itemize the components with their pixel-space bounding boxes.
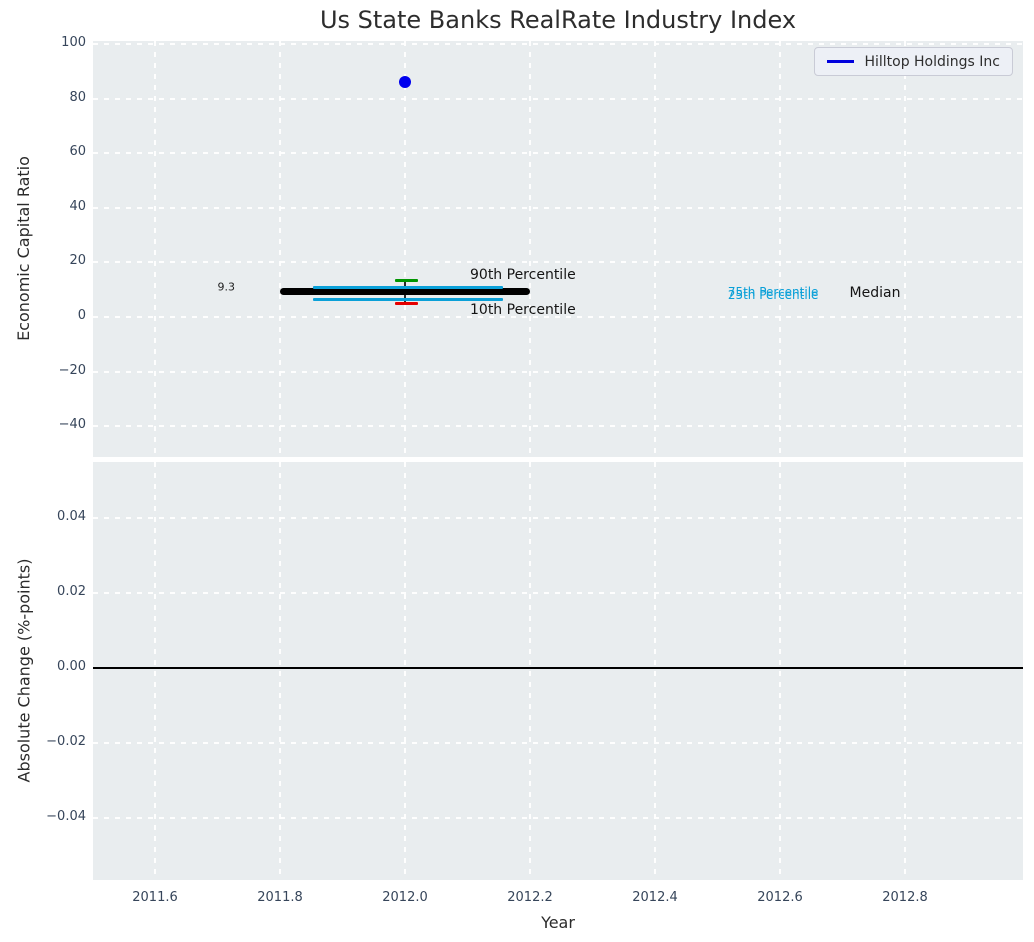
- y-tick-label: 60: [69, 144, 86, 159]
- annotation-p90-label: 90th Percentile: [470, 267, 576, 283]
- gridline-vertical: [904, 41, 906, 457]
- annotation-median-label: Median: [850, 285, 901, 301]
- y-axis-label-bottom: Absolute Change (%-points): [15, 496, 34, 846]
- y-tick-label: 0: [78, 308, 86, 323]
- percentile-line-25th-percentile: [313, 298, 503, 301]
- y-tick-label: 100: [61, 35, 86, 50]
- x-tick-label: 2012.4: [610, 890, 700, 905]
- gridline-horizontal: [93, 425, 1023, 427]
- x-tick-label: 2012.8: [860, 890, 950, 905]
- gridline-horizontal: [93, 371, 1023, 373]
- gridline-vertical: [529, 41, 531, 457]
- gridline-vertical: [779, 41, 781, 457]
- x-tick-label: 2011.8: [235, 890, 325, 905]
- y-tick-label: −0.04: [46, 809, 86, 824]
- y-tick-label: −20: [59, 363, 86, 378]
- annotation-p10-label: 10th Percentile: [470, 302, 576, 318]
- x-tick-label: 2012.2: [485, 890, 575, 905]
- bottom-axes: [93, 462, 1023, 880]
- gridline-vertical: [154, 41, 156, 457]
- percentile-line-75th-percentile: [313, 286, 503, 289]
- gridline-horizontal: [93, 261, 1023, 263]
- data-point-hilltop-holdings: [399, 76, 411, 88]
- gridline-horizontal: [93, 98, 1023, 100]
- y-tick-label: 0.02: [57, 584, 86, 599]
- percentile-line-median: [280, 288, 530, 295]
- zero-line: [93, 667, 1023, 669]
- gridline-horizontal: [93, 207, 1023, 209]
- legend-line-sample: [827, 60, 854, 63]
- gridline-horizontal: [93, 43, 1023, 45]
- y-tick-label: −40: [59, 417, 86, 432]
- gridline-horizontal: [93, 152, 1023, 154]
- legend-label: Hilltop Holdings Inc: [864, 54, 1000, 70]
- x-axis-label: Year: [93, 913, 1023, 932]
- gridline-horizontal: [93, 592, 1023, 594]
- x-tick-label: 2012.6: [735, 890, 825, 905]
- y-tick-label: −0.02: [46, 734, 86, 749]
- y-tick-label: 20: [69, 253, 86, 268]
- percentile-line-10th-percentile: [395, 302, 418, 305]
- gridline-horizontal: [93, 517, 1023, 519]
- gridline-vertical: [404, 41, 406, 457]
- y-tick-label: 0.04: [57, 509, 86, 524]
- x-tick-label: 2012.0: [360, 890, 450, 905]
- y-tick-label: 40: [69, 199, 86, 214]
- gridline-horizontal: [93, 742, 1023, 744]
- top-axes: Hilltop Holdings Inc 9.3 90th Percentile 1…: [93, 41, 1023, 457]
- legend: Hilltop Holdings Inc: [814, 47, 1013, 76]
- y-axis-label-top: Economic Capital Ratio: [14, 135, 33, 362]
- percentile-line-90th-percentile: [395, 279, 418, 282]
- y-tick-label: 0.00: [57, 659, 86, 674]
- annotation-median-value: 9.3: [218, 280, 236, 293]
- x-tick-label: 2011.6: [110, 890, 200, 905]
- chart-title: Us State Banks RealRate Industry Index: [93, 6, 1023, 34]
- gridline-vertical: [279, 41, 281, 457]
- figure: Us State Banks RealRate Industry Index H…: [0, 0, 1034, 942]
- y-tick-label: 80: [69, 90, 86, 105]
- gridline-vertical: [654, 41, 656, 457]
- gridline-horizontal: [93, 817, 1023, 819]
- annotation-p25-label: 25th Percentile: [728, 288, 819, 302]
